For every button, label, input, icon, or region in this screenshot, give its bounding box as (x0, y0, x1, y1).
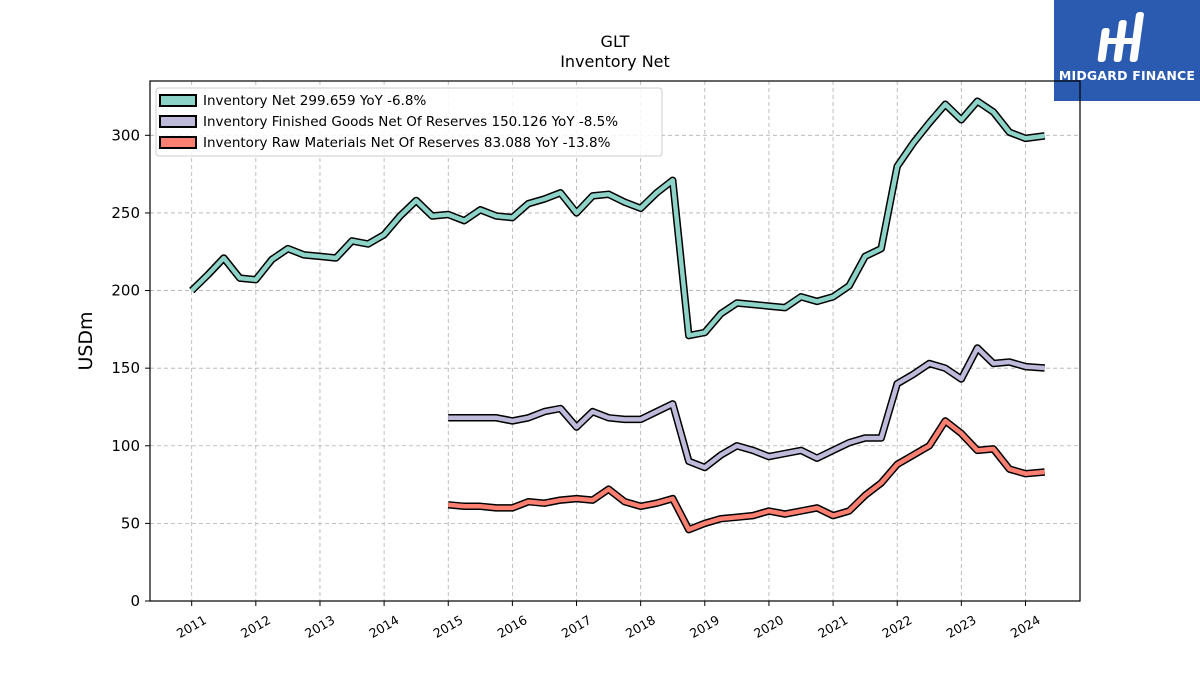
x-tick-label: 2024 (1008, 612, 1043, 641)
x-tick-label: 2020 (751, 612, 786, 641)
series-lines (189, 97, 1046, 534)
brand-logo: MIDGARD FINANCE (1054, 0, 1200, 101)
brand-mark-icon (1097, 12, 1144, 62)
y-axis-label: USDm (75, 311, 97, 370)
series-line-outline (447, 417, 1046, 534)
plot-frame (149, 80, 1081, 602)
legend-swatch (159, 94, 197, 107)
chart-title: GLT (600, 32, 630, 51)
legend-entry: Inventory Net 299.659 YoY -6.8% (203, 93, 426, 109)
x-tick-label: 2017 (559, 612, 594, 641)
y-tick-label: 50 (121, 514, 140, 532)
legend-swatch (159, 115, 197, 128)
legend-box (155, 87, 663, 157)
series-line (190, 98, 1045, 338)
x-tick-label: 2012 (238, 612, 273, 641)
x-tick-label: 2016 (495, 612, 530, 641)
y-tick-label: 150 (111, 359, 140, 377)
x-tick-label: 2019 (687, 612, 722, 641)
grid (150, 81, 1080, 602)
x-tick-label: 2014 (366, 612, 401, 641)
y-tick-label: 100 (111, 437, 140, 455)
legend-swatch (159, 136, 197, 149)
y-tick-label: 250 (111, 204, 140, 222)
legend: Inventory Net 299.659 YoY -6.8% Inventory… (155, 87, 663, 157)
x-tick-label: 2018 (623, 612, 658, 641)
x-tick-label: 2021 (815, 612, 850, 641)
legend-entry: Inventory Finished Goods Net Of Reserves… (203, 114, 618, 130)
legend-entry: Inventory Raw Materials Net Of Reserves … (203, 135, 611, 151)
x-tick-label: 2013 (302, 612, 337, 641)
y-tick-label: 0 (130, 592, 140, 610)
x-tick-label: 2015 (430, 612, 465, 641)
series-line (448, 345, 1045, 470)
y-tick-label: 300 (111, 126, 140, 144)
x-tick-label: 2022 (879, 612, 914, 641)
chart-subtitle: Inventory Net (560, 52, 670, 71)
x-tick-label: 2023 (944, 612, 979, 641)
x-tick-label: 2011 (174, 612, 209, 641)
y-tick-label: 200 (111, 282, 140, 300)
series-line (447, 418, 1045, 532)
brand-name: MIDGARD FINANCE (1058, 68, 1196, 83)
